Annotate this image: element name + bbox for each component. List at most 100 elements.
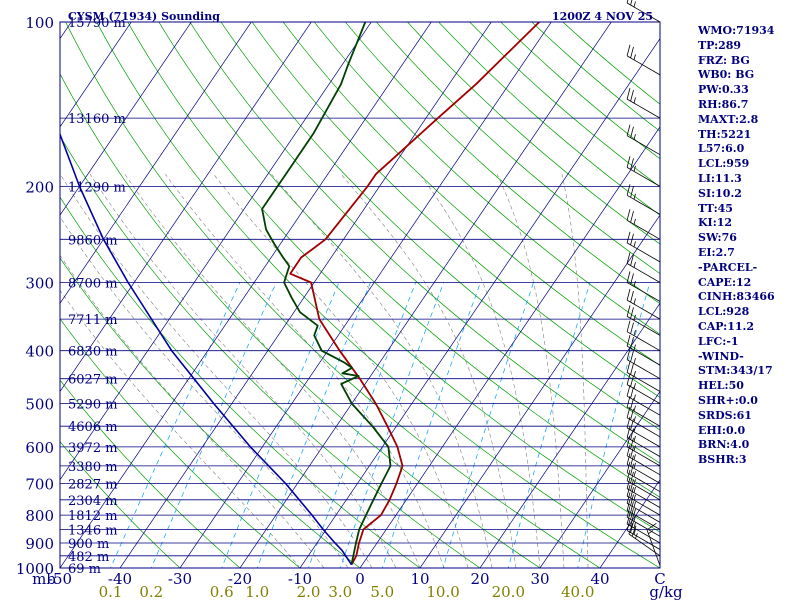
wind-barb-feather <box>626 477 631 489</box>
wind-barb-staff <box>626 480 661 501</box>
wind-barb <box>646 522 661 566</box>
mixing-ratio-line <box>577 282 651 568</box>
mixing-ratio-line <box>442 282 534 568</box>
pressure-tick-label: 500 <box>25 396 54 414</box>
wind-barb <box>626 334 661 366</box>
wind-barb <box>626 156 661 187</box>
dry-adiabat-line <box>60 318 301 568</box>
index-value: WMO:71934 <box>698 24 775 37</box>
wind-barb-feather <box>630 428 634 440</box>
wind-barb-half-feather <box>633 193 636 200</box>
pressure-tick-label: 300 <box>25 275 54 293</box>
index-value: HEL:50 <box>698 379 744 393</box>
wind-barb-staff <box>626 488 661 508</box>
dewpoint-line <box>261 22 392 565</box>
index-value: TH:5221 <box>698 127 752 141</box>
index-value: KI:12 <box>698 216 733 230</box>
wind-barb-feather <box>630 494 634 506</box>
wind-barb-half-feather <box>633 515 636 522</box>
dry-adiabat-line <box>500 22 660 160</box>
wind-barb-staff <box>626 510 661 530</box>
wind-barb-feather <box>626 320 631 332</box>
wind-barb-feather <box>626 373 631 385</box>
wind-barb-feather <box>630 322 634 334</box>
dry-adiabat-line <box>251 22 660 398</box>
wind-barb-half-feather <box>633 97 636 104</box>
height-label: 3380 m <box>68 460 118 475</box>
dry-adiabat-line <box>438 22 660 216</box>
index-value: MAXT:2.8 <box>698 112 759 126</box>
temperature-unit-label: C <box>654 570 665 588</box>
height-label: 7711 m <box>68 313 118 328</box>
temperature-tick-label: -50 <box>48 570 72 588</box>
dry-adiabat-line <box>60 135 481 568</box>
height-label: 13160 m <box>68 112 126 127</box>
wind-barb <box>626 492 661 523</box>
wind-barb-half-feather <box>633 416 636 422</box>
wind-barb <box>626 444 661 476</box>
wind-barb-feather <box>626 416 631 429</box>
height-label: 2304 m <box>68 494 118 509</box>
wind-barb-staff <box>626 523 661 544</box>
wind-barb-staff <box>626 516 661 537</box>
wind-barb-staff <box>626 455 661 476</box>
isotherm-line <box>239 22 612 568</box>
isotherm-line <box>539 390 660 568</box>
wind-barb-half-feather <box>633 134 636 140</box>
index-value: SW:76 <box>698 231 737 245</box>
index-value: -PARCEL- <box>698 260 758 274</box>
height-label: 9860 m <box>68 233 118 248</box>
wind-barb-feather <box>630 418 634 431</box>
wind-barb-staff <box>626 219 661 240</box>
wind-barb-feather <box>626 461 631 473</box>
pressure-tick-label: 200 <box>25 178 54 196</box>
wind-barb-feather <box>630 350 634 362</box>
wind-barb-half-feather <box>633 241 636 248</box>
wind-barb <box>626 0 661 23</box>
dry-adiabat-line <box>127 22 660 533</box>
pressure-tick-label: 800 <box>25 507 54 525</box>
pressure-unit-label: mb <box>32 570 56 588</box>
wind-barb <box>626 124 661 156</box>
temperature-tick-label: 30 <box>530 570 549 588</box>
wind-barb-half-feather <box>633 165 636 172</box>
wind-barb-staff <box>626 417 661 438</box>
wind-barb-half-feather <box>633 471 636 477</box>
moist-adiabat-line <box>60 254 325 568</box>
dry-adiabat-line <box>189 22 660 464</box>
index-value: BRN:4.0 <box>698 438 750 452</box>
temperature-tick-label: 0 <box>355 570 365 588</box>
wind-barb-staff <box>626 55 661 76</box>
wind-barb-staff <box>626 167 661 187</box>
dry-adiabat-line <box>469 22 660 188</box>
wind-barb-half-feather <box>633 1 636 8</box>
moist-adiabat-line <box>271 174 493 568</box>
wind-barb-feather <box>630 387 634 399</box>
temperature-tick-label: 40 <box>590 570 609 588</box>
wind-barb-feather <box>630 336 634 349</box>
wind-barb-half-feather <box>633 54 636 61</box>
isotherm-line <box>60 22 252 304</box>
wind-barb-feather <box>626 156 631 168</box>
wind-barb-feather <box>630 211 634 223</box>
height-label: 6830 m <box>68 345 118 360</box>
indices-panel: WMO:71934 TP:289 FRZ: BG WB0: BG PW:0.33 RH:8… <box>698 24 798 468</box>
wind-barb-staff <box>626 384 661 404</box>
dry-adiabat-line <box>96 22 660 568</box>
index-value: CAP:11.2 <box>698 319 755 333</box>
isotherm-line <box>60 22 132 128</box>
wind-barb-half-feather <box>633 218 636 225</box>
wind-barb-feather <box>631 525 637 537</box>
wind-barb-staff <box>626 464 661 484</box>
wind-barb-feather <box>630 89 634 102</box>
pressure-tick-label: 100 <box>25 14 54 32</box>
mixing-ratio-label: 0.1 <box>99 583 123 600</box>
wind-barb-feather <box>630 363 634 375</box>
wind-barb-feather <box>626 305 631 317</box>
mixing-ratio-line <box>150 282 277 568</box>
wind-barb-feather <box>626 492 631 504</box>
pressure-tick-label: 400 <box>25 343 54 361</box>
chart-grid <box>60 22 660 568</box>
index-value: RH:86.7 <box>698 97 749 111</box>
